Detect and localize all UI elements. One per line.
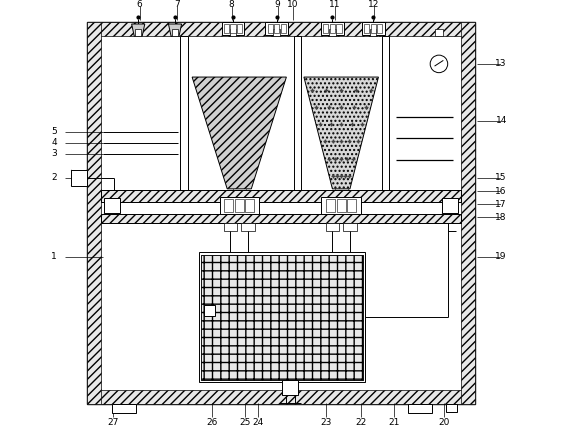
- Bar: [230, 29, 236, 36]
- Bar: [347, 199, 356, 212]
- Text: 14: 14: [496, 116, 507, 125]
- Text: 11: 11: [329, 0, 340, 9]
- Bar: [382, 36, 389, 190]
- Bar: [180, 36, 188, 190]
- Bar: [343, 223, 356, 231]
- Text: 5: 5: [51, 128, 57, 136]
- Bar: [235, 199, 244, 212]
- Polygon shape: [226, 24, 240, 36]
- Bar: [336, 25, 342, 33]
- Polygon shape: [192, 77, 287, 189]
- Bar: [101, 190, 461, 202]
- Text: 10: 10: [287, 0, 299, 9]
- Bar: [112, 404, 136, 413]
- Bar: [245, 199, 254, 212]
- Bar: [267, 25, 273, 33]
- Bar: [87, 390, 475, 404]
- Bar: [104, 198, 120, 213]
- Bar: [377, 25, 382, 33]
- Bar: [408, 404, 432, 413]
- Text: 15: 15: [495, 173, 507, 182]
- Bar: [326, 223, 339, 231]
- Polygon shape: [304, 77, 378, 189]
- Bar: [224, 223, 237, 231]
- Bar: [87, 22, 101, 404]
- Bar: [219, 197, 259, 214]
- Bar: [434, 29, 443, 36]
- Bar: [274, 29, 280, 36]
- Text: 18: 18: [495, 213, 507, 222]
- Bar: [327, 199, 335, 212]
- Text: 27: 27: [108, 417, 119, 426]
- Text: 2: 2: [51, 173, 57, 182]
- Polygon shape: [270, 24, 283, 36]
- Bar: [283, 380, 298, 395]
- Bar: [294, 36, 301, 190]
- Bar: [101, 190, 461, 202]
- Bar: [329, 29, 336, 36]
- Bar: [281, 25, 286, 33]
- Text: 23: 23: [320, 417, 332, 426]
- Bar: [442, 198, 458, 213]
- Bar: [135, 29, 142, 36]
- Bar: [265, 22, 288, 35]
- Bar: [371, 25, 376, 33]
- Text: 6: 6: [136, 0, 142, 9]
- Bar: [224, 25, 229, 33]
- Text: 4: 4: [51, 138, 57, 147]
- Bar: [204, 306, 215, 316]
- Text: 24: 24: [252, 417, 263, 426]
- Bar: [461, 22, 475, 404]
- Bar: [323, 25, 328, 33]
- Text: 19: 19: [495, 252, 507, 261]
- Bar: [224, 199, 233, 212]
- Bar: [172, 29, 178, 36]
- Bar: [237, 25, 242, 33]
- Bar: [330, 25, 335, 33]
- Bar: [71, 170, 87, 186]
- Bar: [201, 255, 363, 380]
- Text: 9: 9: [275, 0, 280, 9]
- Bar: [446, 404, 457, 412]
- Bar: [364, 25, 369, 33]
- Bar: [101, 214, 461, 223]
- Bar: [87, 22, 475, 36]
- Bar: [370, 29, 377, 36]
- Text: 12: 12: [368, 0, 380, 9]
- Text: 13: 13: [495, 59, 507, 68]
- Text: 20: 20: [439, 417, 450, 426]
- Bar: [201, 255, 363, 380]
- Text: 17: 17: [495, 200, 507, 209]
- Polygon shape: [367, 24, 380, 36]
- Bar: [362, 22, 385, 35]
- Text: 1: 1: [51, 252, 57, 261]
- Text: 21: 21: [388, 417, 399, 426]
- Text: 7: 7: [174, 0, 180, 9]
- Bar: [230, 25, 236, 33]
- Text: 16: 16: [495, 186, 507, 195]
- Polygon shape: [131, 24, 145, 36]
- Bar: [337, 199, 346, 212]
- Polygon shape: [169, 24, 182, 36]
- Bar: [241, 223, 254, 231]
- Polygon shape: [326, 24, 339, 36]
- Bar: [321, 22, 344, 35]
- Text: 22: 22: [355, 417, 367, 426]
- Bar: [222, 22, 244, 35]
- Text: 25: 25: [239, 417, 250, 426]
- Bar: [274, 25, 279, 33]
- Text: 3: 3: [51, 149, 57, 158]
- Bar: [87, 22, 475, 404]
- Bar: [199, 252, 365, 382]
- Bar: [101, 214, 461, 223]
- Bar: [321, 197, 361, 214]
- Text: 26: 26: [206, 417, 218, 426]
- Text: 8: 8: [229, 0, 235, 9]
